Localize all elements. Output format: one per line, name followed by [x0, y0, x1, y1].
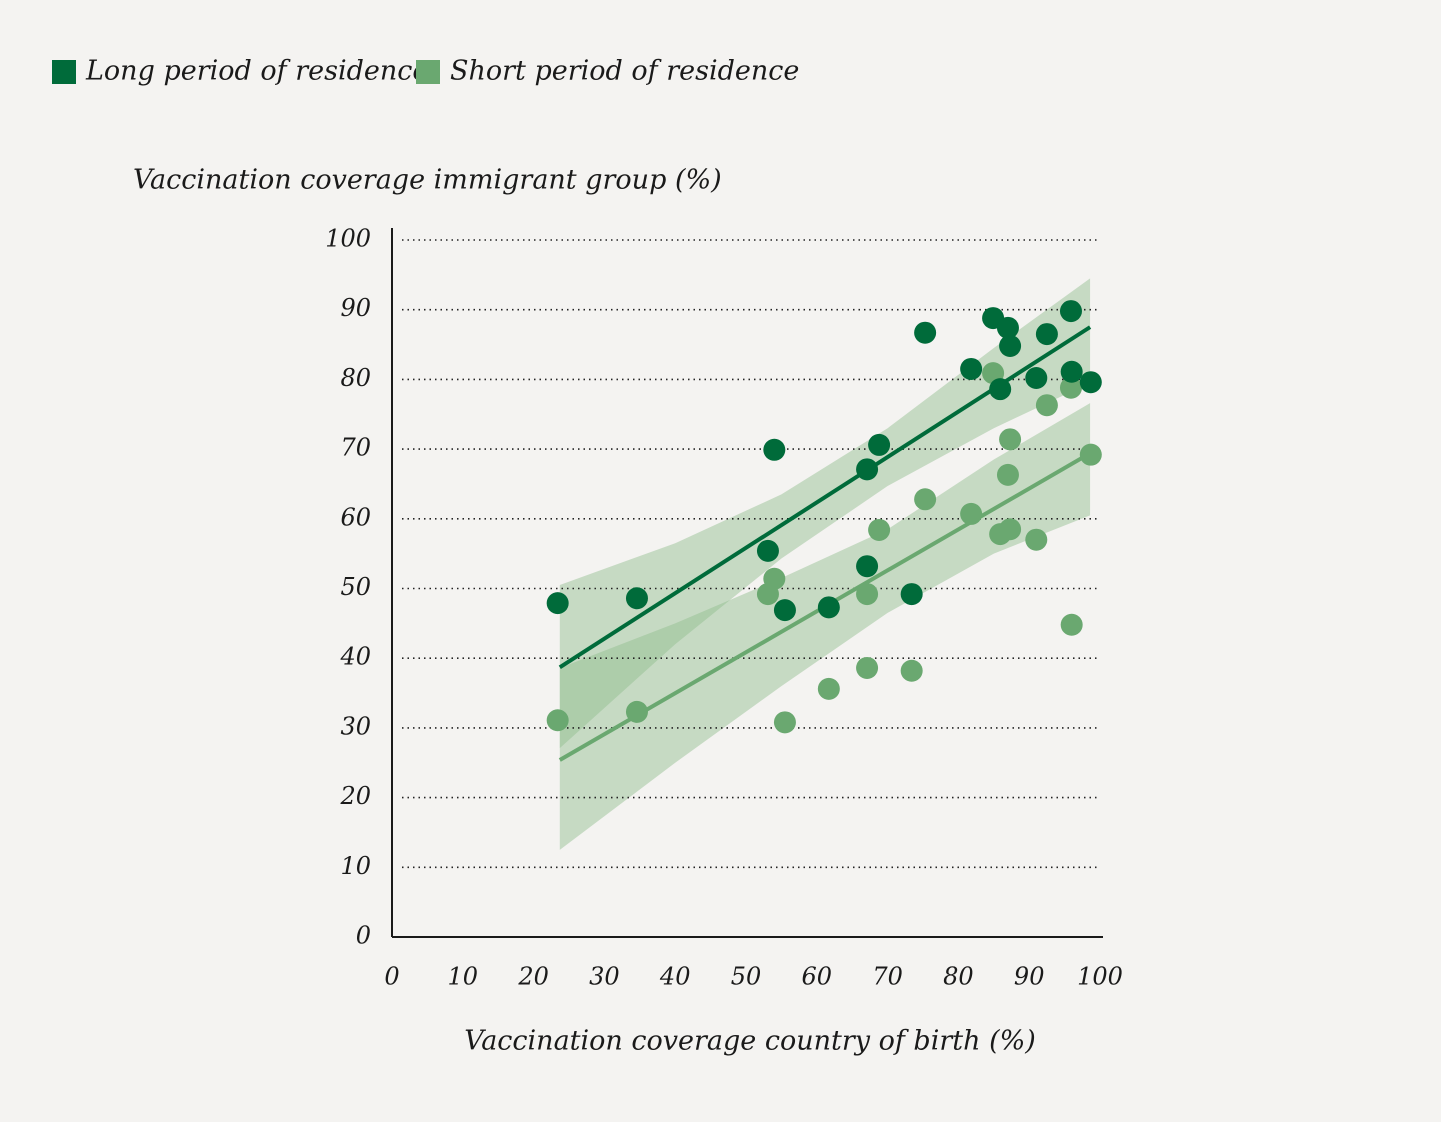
x-tick-label: 0 — [384, 963, 399, 991]
x-tick-label: 40 — [659, 963, 691, 991]
data-point — [625, 587, 648, 610]
y-tick-label: 60 — [340, 503, 371, 531]
data-point — [868, 518, 891, 541]
legend-label: Long period of residence — [85, 56, 428, 87]
x-tick-label: 10 — [448, 963, 479, 991]
legend-swatch — [52, 60, 76, 84]
data-point — [960, 357, 983, 380]
y-tick-label: 70 — [340, 434, 371, 462]
data-point — [1059, 300, 1082, 323]
x-tick-label: 70 — [872, 963, 903, 991]
data-point — [960, 502, 983, 525]
data-point — [773, 599, 796, 622]
data-point — [914, 321, 937, 344]
y-tick-label: 40 — [339, 643, 371, 671]
x-tick-label: 100 — [1077, 963, 1123, 991]
x-tick-label: 60 — [802, 963, 833, 991]
x-tick-label: 30 — [589, 963, 620, 991]
data-point — [546, 592, 569, 615]
y-tick-label: 90 — [340, 294, 371, 322]
data-point — [763, 438, 786, 461]
y-tick-label: 0 — [356, 922, 371, 950]
data-point — [996, 316, 1019, 339]
data-point — [1060, 360, 1083, 383]
x-tick-label: 50 — [731, 963, 762, 991]
data-point — [856, 583, 879, 606]
y-tick-label: 80 — [340, 364, 371, 392]
data-point — [1059, 376, 1082, 399]
data-point — [817, 677, 840, 700]
data-point — [989, 378, 1012, 401]
data-point — [1035, 323, 1058, 346]
data-point — [756, 539, 779, 562]
x-tick-label: 80 — [943, 963, 974, 991]
legend-label: Short period of residence — [450, 56, 799, 87]
data-point — [1035, 394, 1058, 417]
data-point — [1025, 367, 1048, 390]
x-tick-label: 90 — [1014, 963, 1045, 991]
confidence-band — [559, 278, 1091, 749]
data-point — [1060, 613, 1083, 636]
data-point — [1079, 371, 1102, 394]
data-point — [868, 433, 891, 456]
y-tick-label: 20 — [339, 782, 371, 810]
data-point — [856, 555, 879, 578]
x-tick-label: 20 — [517, 963, 549, 991]
x-axis-label: Vaccination coverage country of birth (%… — [464, 1026, 1036, 1057]
data-point — [625, 700, 648, 723]
data-point — [763, 567, 786, 590]
data-point — [996, 463, 1019, 486]
y-axis-label: Vaccination coverage immigrant group (%) — [133, 165, 722, 196]
data-point — [914, 488, 937, 511]
legend-swatch — [416, 60, 440, 84]
data-point — [999, 428, 1022, 451]
y-tick-label: 10 — [340, 852, 371, 880]
data-point — [546, 709, 569, 732]
data-point — [817, 596, 840, 619]
data-point — [1025, 528, 1048, 551]
data-point — [999, 518, 1022, 541]
confidence-band — [559, 403, 1091, 850]
data-point — [999, 334, 1022, 357]
data-point — [900, 659, 923, 682]
data-point — [900, 583, 923, 606]
data-point — [856, 656, 879, 679]
data-point — [1079, 443, 1102, 466]
data-point — [773, 711, 796, 734]
y-tick-label: 30 — [340, 712, 371, 740]
data-point — [856, 458, 879, 481]
y-tick-label: 50 — [340, 573, 371, 601]
y-tick-label: 100 — [325, 225, 371, 253]
